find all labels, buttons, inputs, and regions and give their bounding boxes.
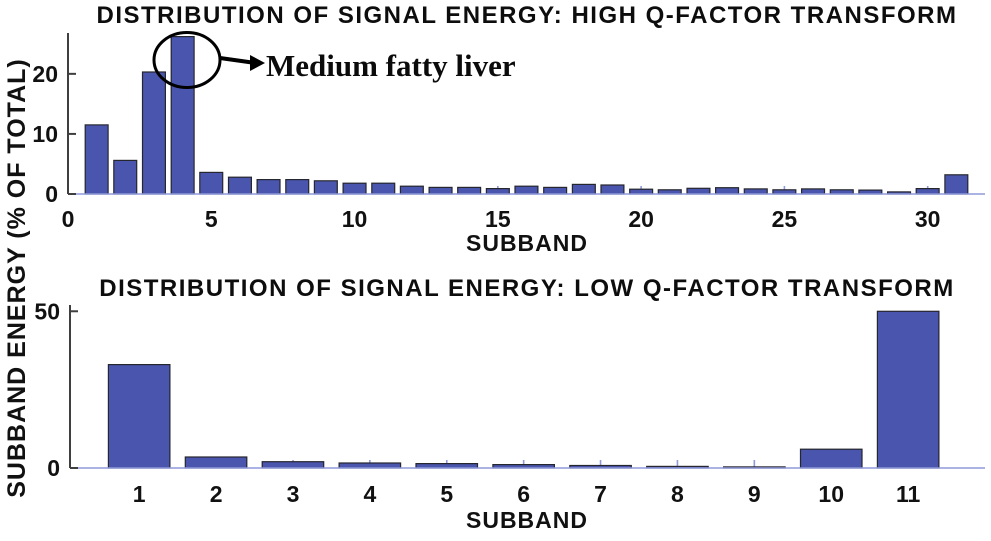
- bottom-x-tick-label: 5: [440, 481, 453, 507]
- annotation-label: Medium fatty liver: [266, 48, 516, 83]
- top-bar-subband-5: [199, 171, 224, 195]
- top-bar-subband-15: [485, 188, 510, 195]
- top-x-tick-label: 15: [485, 206, 511, 232]
- bottom-x-tick-label: 1: [133, 481, 146, 507]
- bottom-chart: 0 50 1 2 3 4 5 6 7 8 9 10 11: [34, 298, 985, 507]
- top-bar-subband-23: [714, 187, 740, 195]
- bottom-x-tick-label: 7: [594, 481, 607, 507]
- top-y-tick-label: 20: [32, 61, 58, 87]
- shared-yaxis-label: SUBBAND ENERGY (% OF TOTAL): [3, 58, 31, 498]
- top-bar-subband-9: [313, 180, 338, 195]
- top-bar-subband-19: [600, 184, 625, 195]
- top-chart: 0 10 20 0 5 10 15 20 25 30: [32, 31, 985, 232]
- top-bar-subband-14: [457, 186, 482, 195]
- top-x-tick-label: 25: [772, 206, 798, 232]
- bottom-bar-subband-2: [184, 456, 248, 469]
- bottom-x-tick-label: 10: [818, 481, 844, 507]
- top-bar-subband-1: [84, 124, 109, 195]
- top-bar-subband-31: [944, 174, 969, 195]
- bottom-x-tick-label: 3: [287, 481, 300, 507]
- top-x-tick-label: 20: [628, 206, 654, 232]
- bottom-x-tick-label: 4: [363, 481, 376, 507]
- bottom-y-tick-label: 50: [34, 298, 60, 324]
- bottom-x-tick-label: 8: [671, 481, 684, 507]
- top-y-tick-label: 10: [32, 121, 58, 147]
- bottom-bar-subband-11: [876, 310, 940, 469]
- bottom-x-tick-label: 11: [896, 481, 921, 507]
- top-bar-subband-10: [342, 182, 367, 195]
- annotation-marker: [152, 31, 265, 89]
- top-bar-subband-8: [285, 179, 310, 195]
- bottom-chart-xaxis-label: SUBBAND: [466, 507, 588, 533]
- top-x-tick-label: 5: [205, 206, 218, 232]
- bottom-chart-title: DISTRIBUTION OF SIGNAL ENERGY: LOW Q-FAC…: [99, 275, 955, 302]
- annotation-arrow-head: [250, 55, 265, 71]
- bottom-x-tick-label: 9: [748, 481, 761, 507]
- top-y-tick-label: 0: [45, 181, 58, 207]
- top-bar-subband-30: [915, 188, 940, 195]
- top-bar-subband-3: [141, 71, 166, 195]
- bottom-bar-subband-3: [261, 461, 325, 469]
- top-bar-subband-2: [113, 159, 138, 195]
- top-x-tick-label: 30: [915, 206, 941, 232]
- bottom-bar-subband-10: [799, 448, 863, 469]
- top-bar-subband-18: [571, 183, 596, 195]
- bottom-x-tick-label: 2: [210, 481, 223, 507]
- top-x-tick-label: 0: [62, 206, 75, 232]
- bottom-bar-subband-1: [107, 364, 171, 469]
- bottom-x-tick-label: 6: [517, 481, 530, 507]
- top-bar-subband-4: [170, 35, 195, 195]
- top-bar-subband-16: [514, 185, 539, 195]
- top-bar-subband-7: [256, 179, 281, 195]
- top-bar-subband-22: [686, 187, 711, 195]
- top-chart-xaxis-label: SUBBAND: [466, 230, 588, 256]
- top-bar-subband-13: [428, 186, 453, 195]
- top-bar-subband-12: [399, 185, 424, 195]
- top-bar-subband-6: [227, 176, 252, 195]
- top-x-tick-label: 10: [342, 206, 368, 232]
- bottom-y-tick-label: 0: [47, 455, 60, 481]
- top-chart-title: DISTRIBUTION OF SIGNAL ENERGY: HIGH Q-FA…: [96, 2, 958, 29]
- top-bar-subband-17: [543, 186, 568, 195]
- annotation-arrow-line: [219, 56, 253, 65]
- top-bar-subband-11: [371, 182, 396, 195]
